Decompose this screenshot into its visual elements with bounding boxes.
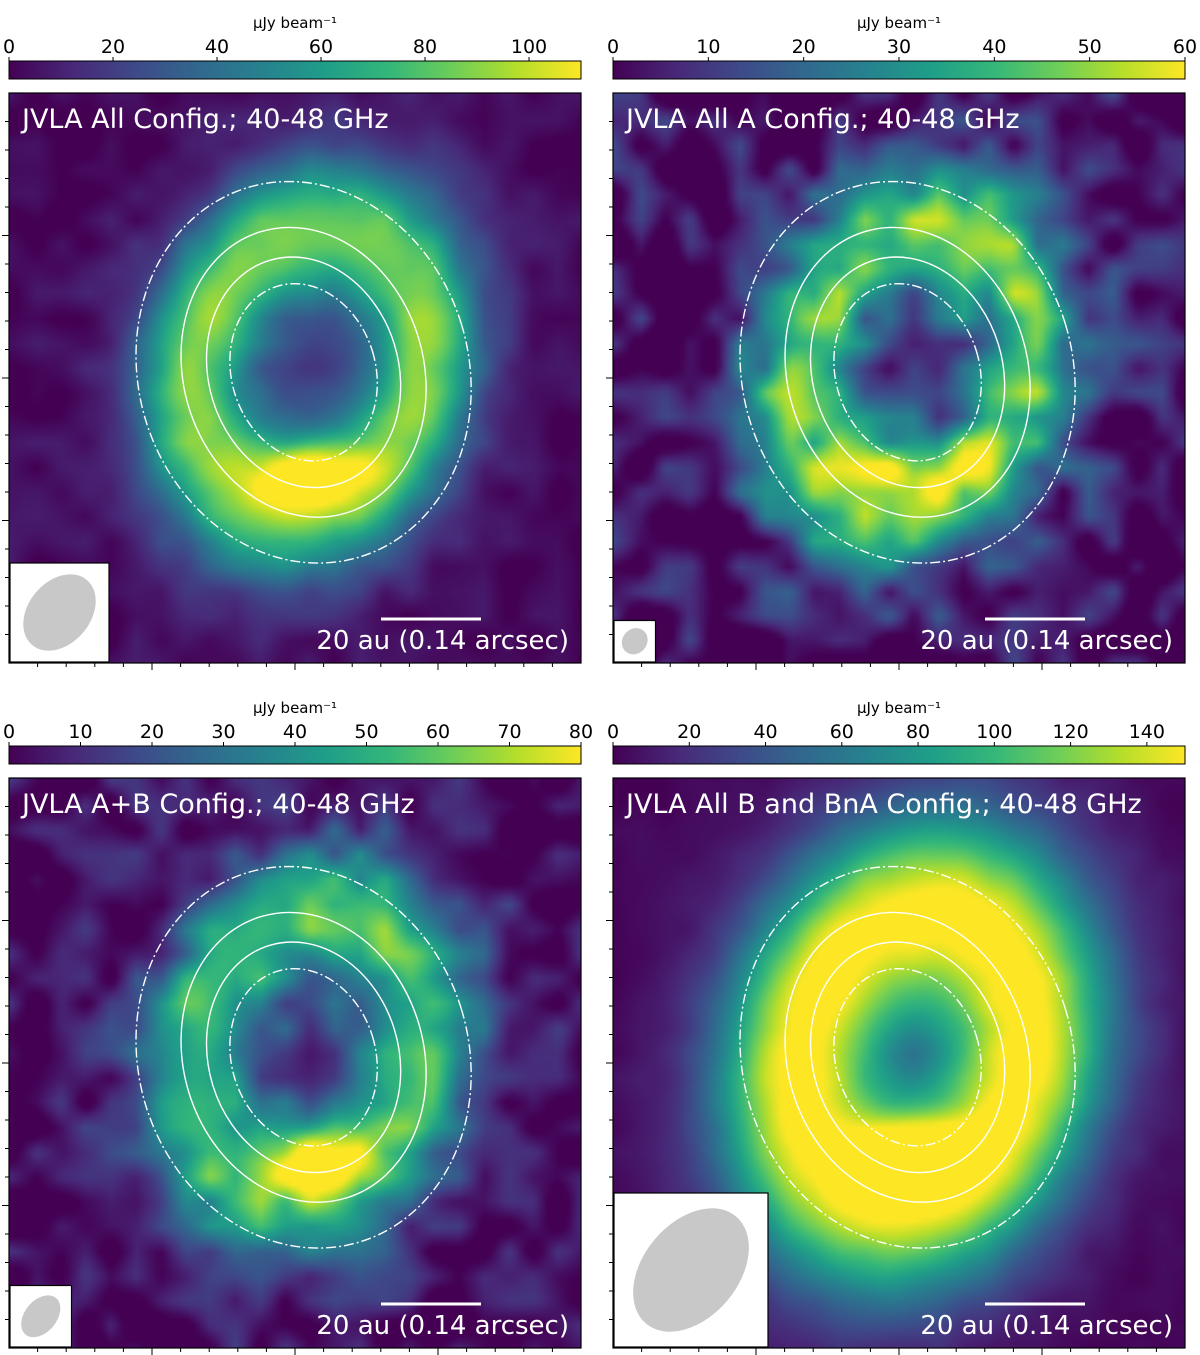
scalebar-label: 20 au (0.14 arcsec) [920, 1311, 1173, 1341]
beam-ellipse-icon [633, 1208, 749, 1332]
colorbar-tick-label: 0 [607, 721, 619, 743]
colorbar-tick-label: 120 [1052, 721, 1088, 743]
panel-4: 0 20 40 60 80 100 120 140 μJy beam⁻¹ JVLA All B a… [606, 699, 1186, 1355]
colorbar-tick-label: 40 [283, 721, 307, 743]
colorbar-label: μJy beam⁻¹ [857, 14, 941, 32]
scalebar-label: 20 au (0.14 arcsec) [316, 1311, 569, 1341]
colorbar-tick-label: 20 [101, 36, 125, 58]
contour-2 [784, 911, 1031, 1203]
contour-3 [205, 941, 402, 1174]
scalebar-label: 20 au (0.14 arcsec) [316, 626, 569, 656]
colorbar-tick-label: 20 [792, 36, 816, 58]
contour-4 [229, 282, 378, 462]
colorbar [612, 745, 1186, 765]
colorbar-tick-label: 30 [887, 36, 911, 58]
colorbar [8, 745, 582, 765]
colorbar-tick-label: 60 [309, 36, 333, 58]
contour-3 [809, 256, 1006, 489]
heatmap-image [613, 93, 1185, 663]
colorbar-tick-label: 0 [3, 36, 15, 58]
panel-2: 0 10 20 30 40 50 60 μJy beam⁻¹ JVLA All A Config… [606, 14, 1197, 670]
contour-1 [135, 180, 472, 564]
colorbar-tick-label: 100 [511, 36, 547, 58]
colorbar-tick-label: 80 [906, 721, 930, 743]
panel-title: JVLA All B and BnA Config.; 40-48 GHz [624, 789, 1142, 820]
panel-1: 0 20 40 60 80 100 μJy beam⁻¹ JVLA All Config.; … [2, 14, 582, 670]
contour-4 [833, 282, 982, 462]
contour-2 [180, 911, 427, 1203]
colorbar-label: μJy beam⁻¹ [253, 699, 337, 717]
contour-1 [739, 180, 1076, 564]
panel-title: JVLA A+B Config.; 40-48 GHz [20, 789, 415, 820]
colorbar-label: μJy beam⁻¹ [857, 699, 941, 717]
colorbar-tick-label: 30 [211, 721, 235, 743]
colorbar-tick-label: 50 [354, 721, 378, 743]
beam-ellipse-icon [23, 574, 96, 651]
colorbar-tick-label: 80 [413, 36, 437, 58]
contour-2 [784, 226, 1031, 518]
beam-ellipse-icon [21, 1295, 61, 1338]
colorbar-tick-label: 80 [569, 721, 593, 743]
colorbar-tick-label: 40 [982, 36, 1006, 58]
colorbar-tick-label: 60 [1173, 36, 1197, 58]
colorbar-tick-label: 10 [68, 721, 92, 743]
scalebar-label: 20 au (0.14 arcsec) [920, 626, 1173, 656]
colorbar-tick-label: 70 [497, 721, 521, 743]
colorbar [612, 60, 1186, 80]
contour-1 [135, 865, 472, 1249]
colorbar-tick-label: 20 [140, 721, 164, 743]
panel-title: JVLA All Config.; 40-48 GHz [20, 104, 389, 135]
contour-4 [833, 967, 982, 1147]
contour-3 [205, 256, 402, 489]
colorbar-tick-label: 0 [607, 36, 619, 58]
contour-4 [229, 967, 378, 1147]
colorbar-tick-label: 0 [3, 721, 15, 743]
colorbar-label: μJy beam⁻¹ [253, 14, 337, 32]
colorbar-tick-label: 60 [830, 721, 854, 743]
contour-2 [180, 226, 427, 518]
colorbar-tick-label: 10 [696, 36, 720, 58]
colorbar [8, 60, 582, 80]
colorbar-tick-label: 140 [1129, 721, 1165, 743]
panel-3: 0 10 20 30 40 50 60 70 80 μJy beam⁻¹ JVLA A+B Conf… [2, 699, 593, 1355]
colorbar-tick-label: 60 [426, 721, 450, 743]
colorbar-tick-label: 40 [753, 721, 777, 743]
heatmap-image [9, 778, 581, 1348]
colorbar-tick-label: 40 [205, 36, 229, 58]
beam-ellipse-icon [621, 628, 648, 655]
contour-3 [809, 941, 1006, 1174]
colorbar-tick-label: 50 [1078, 36, 1102, 58]
colorbar-tick-label: 100 [976, 721, 1012, 743]
colorbar-tick-label: 20 [677, 721, 701, 743]
contour-1 [739, 865, 1076, 1249]
panel-title: JVLA All A Config.; 40-48 GHz [624, 104, 1020, 135]
